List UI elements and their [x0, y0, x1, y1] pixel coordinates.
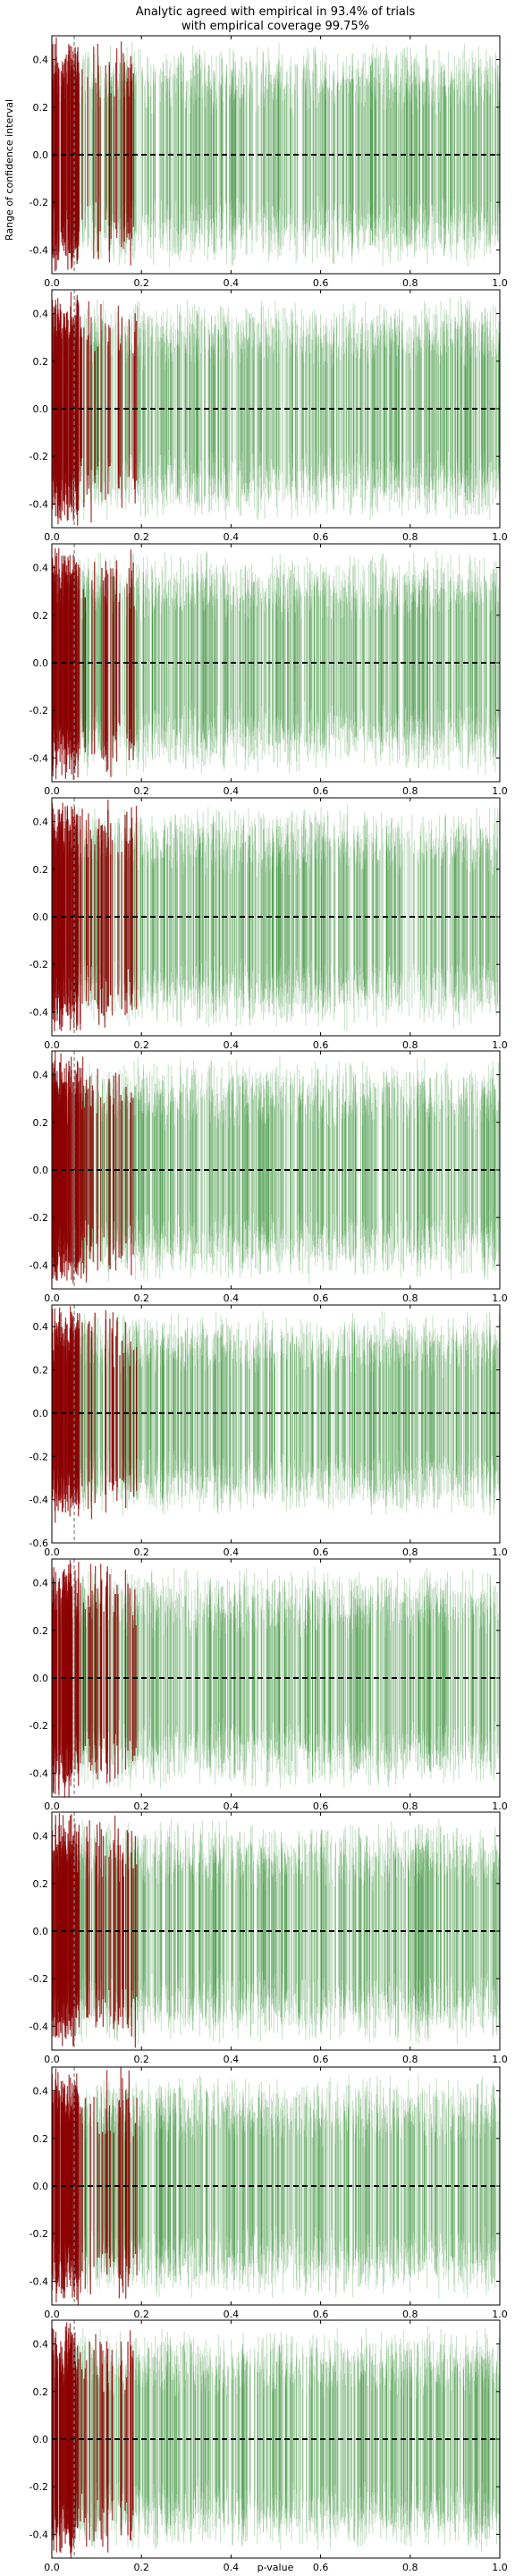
- x-tick-label: 0.6: [313, 1039, 329, 1051]
- y-tick-label: 0.2: [33, 102, 49, 114]
- y-tick-label: -0.2: [30, 705, 48, 716]
- panel-4: -0.4 -0.2 0.0 0.2 0.4 0.0 0.2 0.4 0.6 0.8 1.0: [30, 797, 508, 1051]
- x-tick-label: 0.8: [402, 277, 418, 289]
- x-tick-label: 0.8: [402, 1039, 418, 1051]
- panel-1: -0.4 -0.2 0.0 0.2 0.4 0.0 0.2 0.4 0.6 0.8 1.0: [30, 35, 508, 289]
- panels-group: -0.4 -0.2 0.0 0.2 0.4 0.0 0.2 0.4 0.6 0.8 1.0 -0.4 -…: [30, 35, 508, 2573]
- interval-marks: [52, 1051, 500, 1284]
- panel-5: -0.4-0.20.00.20.40.0 0.2 0.4 0.6 0.8 1.0: [30, 1050, 508, 1304]
- x-tick-label: 1.0: [492, 531, 508, 543]
- x-tick-label: 0.2: [133, 1039, 149, 1051]
- y-tick-label: -0.4: [30, 244, 48, 256]
- x-tick-label: 0.0: [44, 277, 60, 289]
- y-tick-label: -0.2: [30, 197, 48, 208]
- y-tick-label: 0.2: [33, 610, 49, 622]
- x-tick-label: 0.6: [313, 785, 329, 797]
- panel-2: -0.4 -0.2 0.0 0.2 0.4 0.0 0.2 0.4 0.6 0.8 1.0: [30, 289, 508, 543]
- x-tick-label: 0.8: [402, 531, 418, 543]
- y-tick-label: 0.2: [33, 864, 49, 876]
- x-tick-label: 0.6: [313, 277, 329, 289]
- chart-title-line-1: Analytic agreed with empirical in 93.4% …: [136, 5, 416, 19]
- y-tick-label: 0.0: [33, 657, 49, 669]
- y-tick-label: 0.4: [33, 55, 49, 66]
- x-tick-label: 0.4: [224, 1039, 240, 1051]
- interval-marks: [52, 37, 500, 272]
- x-tick-label: 0.4: [224, 531, 240, 543]
- y-tick-label: 0.0: [33, 149, 49, 161]
- x-tick-label: 0.2: [133, 277, 149, 289]
- x-tick-label: 0.4: [224, 277, 240, 289]
- y-axis-label: Range of confidence interval: [4, 99, 15, 241]
- x-tick-label: 1.0: [492, 1039, 508, 1051]
- y-tick-label: 0.4: [33, 309, 49, 320]
- x-tick-label: 0.4: [224, 785, 240, 797]
- y-tick-label: 0.0: [33, 403, 49, 415]
- x-tick-label: 0.6: [313, 531, 329, 543]
- x-tick-label: 0.0: [44, 531, 60, 543]
- panel-3: -0.4 -0.2 0.0 0.2 0.4 0.0 0.2 0.4 0.6 0.8 1.0: [30, 543, 508, 797]
- y-tick-label: -0.2: [30, 451, 48, 462]
- x-tick-label: 0.0: [44, 1039, 60, 1051]
- chart-title-line-2: with empirical coverage 99.75%: [182, 20, 369, 33]
- y-tick-label: 0.2: [33, 356, 49, 368]
- x-tick-label: 0.0: [44, 785, 60, 797]
- y-tick-label: 0.4: [33, 817, 49, 828]
- interval-marks: [52, 800, 500, 1031]
- y-tick-label: -0.4: [30, 752, 48, 764]
- x-tick-label: 1.0: [492, 277, 508, 289]
- x-tick-label: 0.2: [133, 785, 149, 797]
- x-axis-label: p-value: [258, 2562, 294, 2573]
- y-tick-label: -0.2: [30, 959, 48, 970]
- y-tick-label: -0.4: [30, 1006, 48, 1018]
- x-tick-label: 0.2: [133, 531, 149, 543]
- x-tick-label: 0.8: [402, 785, 418, 797]
- y-tick-label: -0.4: [30, 498, 48, 510]
- x-tick-label: 1.0: [492, 785, 508, 797]
- interval-marks: [52, 547, 499, 781]
- y-tick-label: 0.0: [33, 911, 49, 923]
- y-tick-label: 0.4: [33, 563, 49, 574]
